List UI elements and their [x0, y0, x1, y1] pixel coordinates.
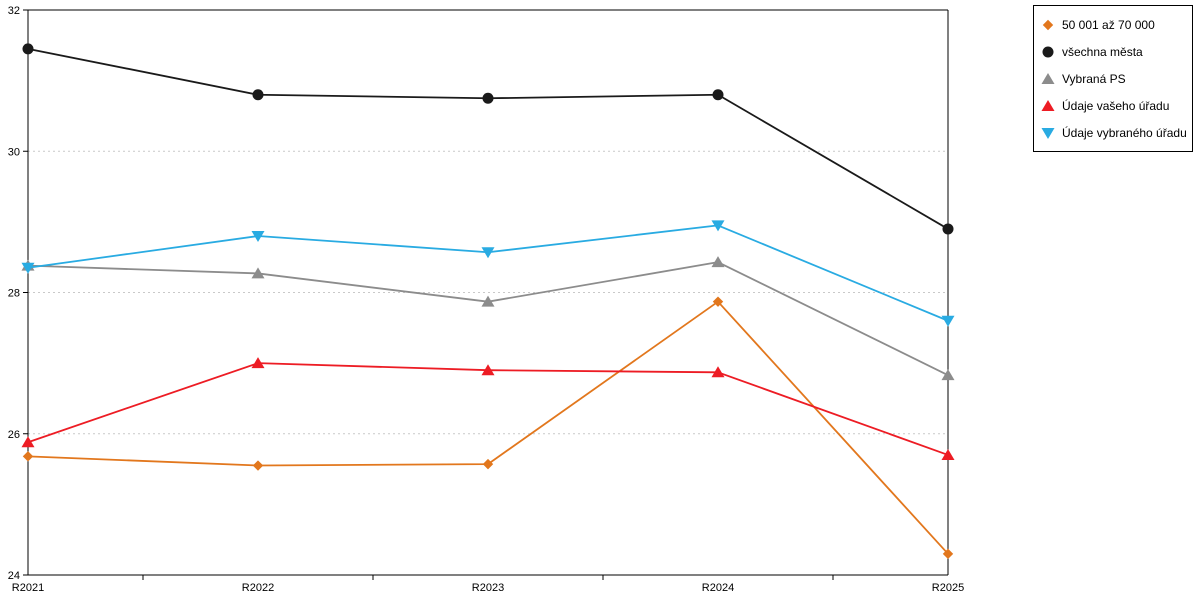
legend: 50 001 až 70 000 všechna města Vybraná PS Ú… — [1033, 5, 1193, 152]
data-point-marker — [942, 223, 954, 235]
triangle-up-icon — [1041, 99, 1055, 111]
legend-item: Údaje vašeho úřadu — [1040, 92, 1186, 119]
y-tick-label: 32 — [8, 5, 20, 17]
legend-label: Údaje vašeho úřadu — [1062, 98, 1170, 113]
data-point-marker — [481, 295, 495, 307]
series-triangle-up — [21, 256, 955, 381]
circle-legend-icon — [1042, 46, 1054, 57]
y-tick-label: 24 — [8, 570, 20, 582]
data-point-marker — [711, 256, 725, 268]
data-point-marker — [22, 451, 34, 462]
triangle-up-legend-icon — [1041, 72, 1055, 84]
legend-item: všechna města — [1040, 38, 1186, 65]
series-triangle-up — [21, 357, 955, 460]
data-point-marker — [251, 357, 265, 369]
y-tick-label: 30 — [8, 146, 20, 158]
triangle-up-legend-icon — [1041, 99, 1055, 111]
legend-item: 50 001 až 70 000 — [1040, 11, 1186, 38]
triangle-down-icon — [1041, 127, 1055, 139]
y-tick-label: 28 — [8, 288, 20, 300]
series-line — [27, 300, 949, 555]
data-point-marker — [711, 220, 725, 232]
series-line — [27, 362, 949, 456]
series-line — [27, 47, 949, 230]
legend-label: všechna města — [1062, 44, 1143, 59]
triangle-up-icon — [1041, 72, 1055, 84]
series-triangle-down — [21, 220, 955, 327]
data-point-marker — [482, 458, 494, 470]
diamond-legend-icon — [1042, 19, 1054, 30]
data-point-marker — [22, 43, 34, 55]
series-diamond — [22, 296, 954, 560]
series-line — [27, 261, 949, 376]
data-point-marker — [251, 231, 265, 242]
data-point-marker — [21, 436, 35, 448]
data-point-marker — [942, 548, 954, 560]
data-point-marker — [941, 315, 955, 327]
legend-label: 50 001 až 70 000 — [1062, 17, 1155, 32]
x-tick-label: R2022 — [242, 582, 274, 594]
legend-item: Údaje vybraného úřadu — [1040, 119, 1187, 146]
triangle-down-legend-icon — [1041, 127, 1055, 139]
series-circle — [22, 43, 954, 235]
y-tick-label: 26 — [8, 429, 20, 441]
x-tick-label: R2024 — [702, 582, 734, 594]
data-point-marker — [941, 448, 955, 460]
circle-icon — [1042, 46, 1054, 57]
data-point-marker — [482, 92, 494, 104]
data-point-marker — [711, 366, 725, 378]
data-point-marker — [941, 369, 955, 381]
data-point-marker — [481, 364, 495, 376]
x-tick-label: R2025 — [932, 582, 964, 594]
data-point-marker — [712, 296, 724, 307]
legend-item: Vybraná PS — [1040, 65, 1186, 92]
data-point-marker — [252, 89, 264, 101]
diamond-icon — [1042, 19, 1054, 30]
data-point-marker — [712, 89, 724, 101]
legend-label: Údaje vybraného úřadu — [1062, 125, 1187, 140]
data-point-marker — [481, 247, 495, 259]
legend-label: Vybraná PS — [1062, 71, 1126, 86]
data-point-marker — [251, 267, 265, 279]
data-point-marker — [252, 460, 264, 471]
data-point-marker — [21, 262, 35, 274]
x-tick-label: R2023 — [472, 582, 504, 594]
x-tick-label: R2021 — [12, 582, 44, 594]
